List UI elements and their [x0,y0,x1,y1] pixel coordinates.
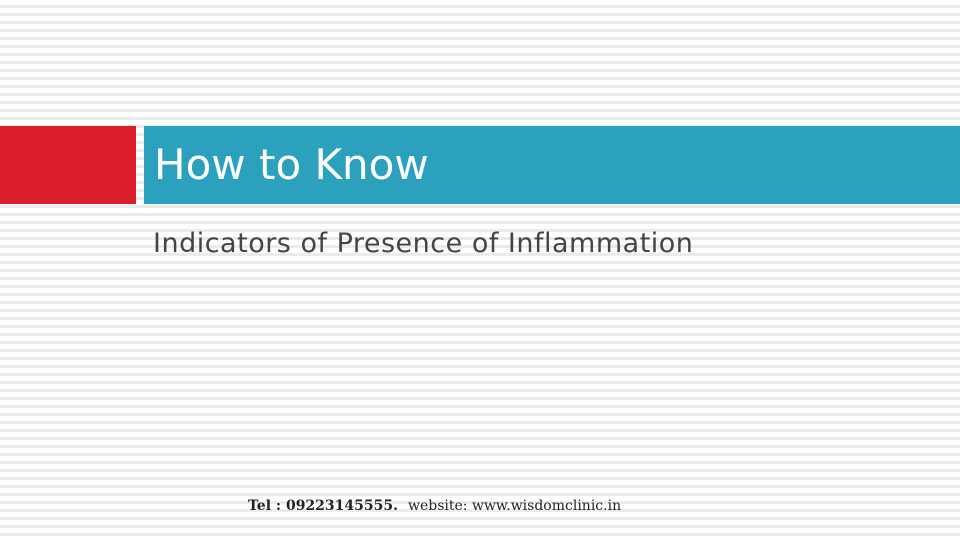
footer-contact: Tel : 09223145555. website: www.wisdomcli… [248,498,621,515]
red-accent-block [0,126,136,204]
footer-telephone: Tel : 09223145555. [248,498,398,514]
slide-title: How to Know [154,140,429,189]
footer-website: website: www.wisdomclinic.in [407,498,622,514]
slide-subtitle: Indicators of Presence of Inflammation [153,228,694,259]
title-bar: How to Know [144,126,960,204]
